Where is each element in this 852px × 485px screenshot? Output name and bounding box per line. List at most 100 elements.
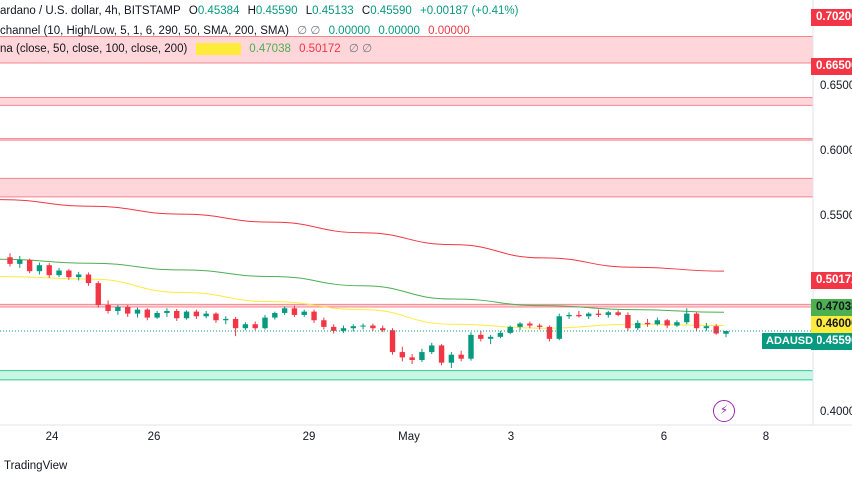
candle-body [75, 274, 82, 278]
symbol-tag: ADAUSD [762, 333, 818, 349]
ma100-line [0, 258, 725, 313]
candle-body [458, 354, 464, 359]
candle-body [595, 313, 602, 315]
candle-body [399, 352, 406, 358]
price-tag-ma50: 0.46000 [811, 316, 852, 333]
indicator-channel-extra: ∅ ∅ [297, 25, 321, 37]
candle-body [556, 316, 562, 339]
candle-body [301, 311, 307, 315]
time-tick: 26 [147, 431, 161, 443]
resistance-zone [0, 304, 813, 307]
legend-indicator-channel[interactable]: channel (10, High/Low, 5, 1, 6, 290, 50,… [0, 23, 475, 39]
support-zone [0, 370, 813, 380]
candle-body [615, 312, 621, 315]
candle-body [576, 314, 582, 317]
resistance-zone [0, 138, 813, 141]
indicator-ma-value-1: 0.46000 [195, 43, 242, 55]
indicator-channel-name: channel (10, High/Low, 5, 1, 6, 290, 50,… [0, 25, 289, 37]
candle-body [66, 270, 72, 278]
lightning-icon[interactable]: ⚡ [713, 400, 735, 422]
candle-body [497, 332, 504, 337]
candle-body [174, 310, 180, 319]
legend-close-label: C [361, 5, 371, 17]
legend-open: 0.45384 [197, 5, 240, 17]
legend-high-label: H [247, 5, 256, 17]
price-tag-last: 0.45590 [811, 333, 852, 350]
moving-average-layer [0, 199, 725, 329]
candle-body [409, 357, 415, 361]
candle-body [203, 313, 209, 317]
candle-body [17, 259, 23, 264]
candle-body [95, 283, 101, 305]
resistance-zone [0, 178, 813, 197]
indicator-channel-value-2: 0.00000 [378, 25, 420, 37]
legend-high: 0.45590 [255, 5, 298, 17]
candle-body [56, 270, 62, 276]
tradingview-logo[interactable]: TradingView [4, 460, 67, 472]
candle-body [429, 345, 435, 353]
candle-body [26, 259, 33, 272]
candle-body [7, 257, 13, 264]
candle-body [115, 306, 121, 311]
time-tick: 6 [660, 431, 668, 443]
candle-body [468, 334, 474, 359]
zone-layer [0, 35, 813, 381]
legend-indicator-ma[interactable]: na (close, 50, close, 100, close, 200) 0… [0, 41, 377, 57]
legend-ohlc: ardano / U.S. dollar, 4h, BITSTAMP O0.45… [0, 5, 523, 21]
candle-body [693, 313, 700, 329]
candle-body [625, 314, 631, 329]
candle-body [644, 322, 651, 325]
resistance-zone [0, 97, 813, 106]
candle-body [213, 313, 219, 321]
candle-body [291, 308, 298, 315]
candle-body [605, 312, 611, 315]
candle-body [635, 322, 641, 329]
candle-body [242, 324, 249, 329]
candle-body [380, 328, 386, 331]
candle-body [527, 323, 533, 326]
resistance-zone [0, 36, 813, 63]
candle-body [154, 312, 160, 318]
candle-body [262, 317, 268, 329]
indicator-channel-value-1: 0.00000 [328, 25, 371, 37]
tradingview-label: TradingView [4, 460, 68, 472]
candle-body [723, 330, 729, 334]
time-tick: 8 [762, 431, 770, 443]
candle-body [703, 326, 710, 329]
candle-body [311, 311, 317, 321]
candle-body [585, 313, 592, 317]
time-tick: 24 [45, 431, 59, 443]
ma50-line [0, 275, 725, 329]
candle-body [674, 322, 680, 326]
candle-body [193, 311, 200, 317]
candle-body [321, 320, 327, 327]
candle-body [684, 313, 690, 323]
legend-low: 0.45133 [312, 5, 354, 17]
candle-body [281, 308, 288, 313]
candle-body [546, 326, 553, 339]
legend-open-label: O [188, 5, 198, 17]
candle-layer [7, 253, 729, 368]
candle-body [340, 328, 347, 331]
legend-change: +0.00187 (+0.41%) [419, 5, 519, 17]
legend-symbol: ardano / U.S. dollar, 4h, BITSTAMP [0, 5, 181, 17]
candle-body [272, 312, 278, 318]
candle-body [46, 265, 52, 276]
candle-body [517, 323, 523, 327]
candle-body [654, 320, 661, 325]
candle-body [183, 311, 190, 319]
candle-body [232, 318, 239, 329]
candle-body [105, 304, 111, 311]
candle-body [370, 325, 376, 329]
time-tick: 3 [507, 431, 515, 443]
ma200-line [0, 199, 725, 272]
indicator-ma-value-3: 0.50172 [299, 43, 341, 55]
price-tag-ma100: 0.47038 [811, 299, 852, 316]
time-tick: May [398, 431, 420, 443]
